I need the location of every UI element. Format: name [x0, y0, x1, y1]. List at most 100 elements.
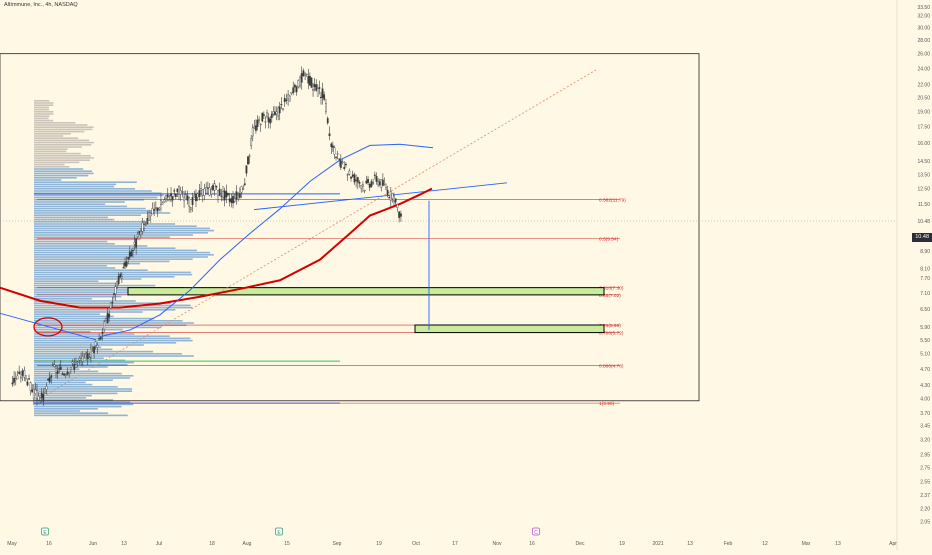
- candle-body: [23, 370, 26, 378]
- candle-body: [307, 75, 310, 84]
- candle-body: [39, 397, 42, 401]
- y-tick-label: 13.50: [917, 172, 930, 178]
- volume-profile-bar: [34, 245, 148, 247]
- candle-body: [66, 371, 69, 375]
- event-marker-label: E: [277, 530, 281, 536]
- volume-profile-bar: [34, 115, 50, 117]
- candle-body: [130, 251, 133, 257]
- x-tick-label: 17: [452, 541, 458, 547]
- candle-body: [292, 87, 295, 93]
- candle-body: [295, 86, 298, 93]
- candle-body: [94, 341, 97, 346]
- volume-profile-bar: [34, 375, 134, 377]
- candle-body: [113, 293, 115, 295]
- volume-profile-bar: [34, 190, 152, 192]
- y-tick-label: 7.70: [920, 276, 930, 282]
- candle-body: [205, 187, 208, 194]
- x-tick-label: Jul: [156, 541, 162, 547]
- candle-body: [189, 207, 192, 210]
- candle-body: [370, 181, 373, 187]
- candle-body: [400, 213, 402, 217]
- volume-profile-bar: [34, 236, 170, 238]
- x-tick-label: 12: [762, 541, 768, 547]
- candle-body: [58, 368, 61, 370]
- candle-body: [233, 198, 236, 202]
- candle-body: [88, 357, 91, 360]
- candle-body: [237, 194, 240, 196]
- volume-profile-bar: [34, 386, 118, 388]
- volume-profile-bar: [34, 196, 158, 199]
- candle-body: [34, 389, 37, 394]
- y-tick-label: 24.00: [917, 66, 930, 72]
- candle-body: [218, 188, 221, 196]
- candle-body: [362, 184, 364, 187]
- x-tick-label: Jun: [89, 541, 97, 547]
- y-tick-label: 7.10: [920, 291, 930, 297]
- candle-body: [184, 194, 187, 201]
- volume-profile-bar: [34, 282, 116, 285]
- candle-body: [330, 143, 333, 148]
- demand-zone-upper: [127, 287, 605, 296]
- candle-body: [160, 200, 162, 205]
- volume-profile-bar: [34, 150, 67, 153]
- volume-profile-bar: [34, 370, 99, 373]
- candle-body: [37, 396, 40, 401]
- candle-body: [283, 98, 286, 103]
- candle-body: [381, 179, 384, 186]
- candle-body: [247, 156, 249, 165]
- volume-profile-bar: [34, 390, 133, 392]
- candle-body: [186, 195, 189, 201]
- candle-body: [109, 302, 112, 309]
- candle-body: [141, 222, 144, 232]
- candle-body: [193, 194, 196, 198]
- candle-body: [40, 392, 43, 398]
- volume-profile-bar: [34, 210, 159, 212]
- candle-body: [206, 187, 209, 189]
- candle-body: [300, 73, 303, 83]
- candle-body: [42, 394, 45, 402]
- volume-profile-bar: [34, 141, 94, 144]
- candle-body: [258, 119, 261, 121]
- y-tick-label: 2.95: [920, 453, 930, 459]
- candle-body: [372, 182, 375, 184]
- candle-body: [32, 388, 35, 399]
- volume-profile-bar: [34, 414, 128, 417]
- event-marker-label: C: [534, 530, 538, 536]
- volume-profile-bar: [34, 218, 115, 221]
- candle-body: [274, 111, 276, 115]
- fib-level-label: 1(3.90): [599, 401, 615, 407]
- candle-body: [262, 114, 265, 116]
- candle-body: [86, 352, 89, 359]
- candle-body: [101, 331, 104, 334]
- x-tick-label: 19: [619, 541, 625, 547]
- candle-body: [238, 193, 241, 198]
- volume-profile-bar: [34, 269, 148, 271]
- volume-profile-bar: [34, 229, 214, 232]
- volume-profile-bar: [34, 168, 84, 170]
- volume-profile-bar: [34, 102, 54, 104]
- volume-profile-bar: [34, 372, 122, 375]
- y-tick-label: 4.70: [920, 367, 930, 373]
- volume-profile-bar: [34, 207, 146, 210]
- y-tick-label: 5.90: [920, 325, 930, 331]
- volume-profile-bar: [34, 128, 93, 131]
- fib-level-label: 0.65(7.02): [599, 293, 621, 299]
- volume-profile-bar: [34, 163, 65, 166]
- candle-body: [346, 174, 349, 176]
- demand-zone-lower: [414, 324, 605, 334]
- x-tick-label: Feb: [724, 541, 733, 547]
- candle-body: [389, 191, 392, 201]
- candle-body: [117, 276, 120, 284]
- candle-body: [363, 189, 366, 192]
- y-tick-label: 2.55: [920, 479, 930, 485]
- y-tick-label: 22.00: [917, 82, 930, 88]
- candle-body: [153, 209, 156, 211]
- candle-body: [380, 179, 383, 188]
- volume-profile-bar: [34, 258, 193, 260]
- candle-body: [242, 188, 245, 190]
- candle-body: [373, 174, 376, 176]
- volume-profile-bar: [34, 342, 177, 344]
- volume-profile-bar: [34, 243, 115, 245]
